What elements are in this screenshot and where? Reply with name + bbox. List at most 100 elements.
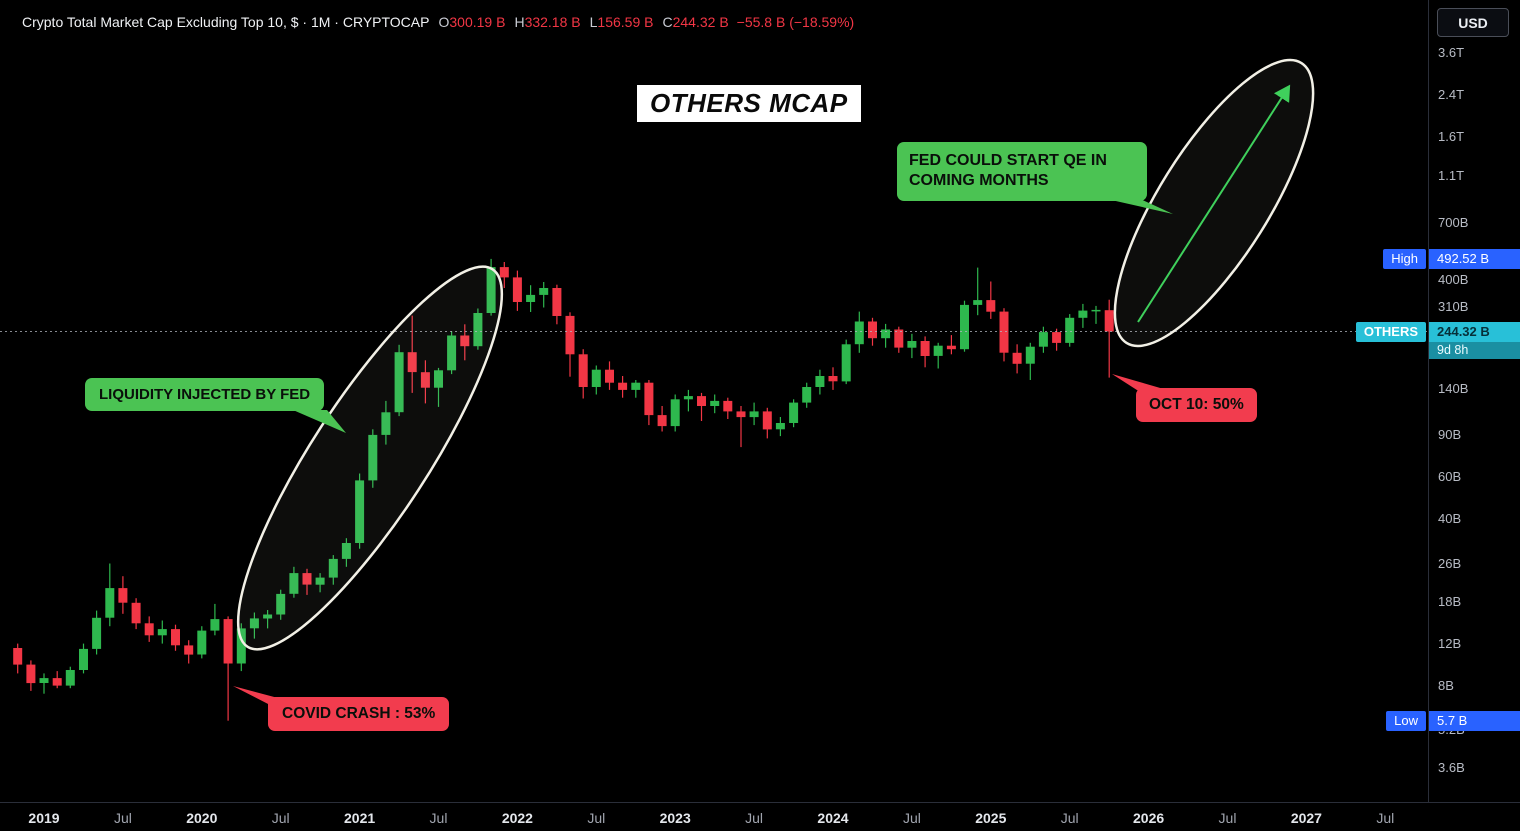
candle-2024-07 (907, 333, 917, 359)
chart-plot-area[interactable]: Crypto Total Market Cap Excluding Top 10… (0, 0, 1428, 802)
candle-2024-12 (973, 267, 983, 316)
candle-2025-09 (1091, 305, 1101, 324)
candle-2023-10 (789, 399, 799, 428)
ohlc-low-value: 156.59 B (597, 14, 654, 30)
symbol-title[interactable]: Crypto Total Market Cap Excluding Top 10… (22, 14, 430, 30)
candle-2024-10 (946, 335, 956, 355)
price-tick-3.6B: 3.6B (1438, 760, 1465, 776)
callout-oct10-drop[interactable]: OCT 10: 50% (1136, 388, 1257, 422)
candle-2021-06 (420, 360, 430, 404)
candle-2022-12 (657, 406, 667, 432)
price-tick-18B: 18B (1438, 593, 1462, 609)
candle-2025-02 (999, 308, 1009, 362)
candle-2021-04 (394, 344, 404, 417)
high-price-value-badge: 492.52 B (1429, 248, 1520, 269)
candle-2023-03 (697, 392, 706, 421)
price-tick-26B: 26B (1438, 555, 1462, 571)
candle-2023-02 (683, 389, 693, 412)
candle-2021-05 (407, 315, 417, 393)
time-tick-2022: 2022 (501, 810, 533, 826)
others-series-label-badge: OTHERS (1355, 321, 1426, 342)
price-tick-140B: 140B (1438, 381, 1469, 397)
ohlc-open-value: 300.19 B (449, 14, 506, 30)
candle-2023-06 (736, 406, 746, 448)
time-tick-2025: 2025 (975, 810, 1007, 826)
time-tick-Jul: Jul (902, 810, 921, 826)
candle-2025-10 (1104, 299, 1114, 378)
candle-2024-09 (933, 342, 943, 369)
candle-2020-09 (302, 568, 312, 595)
time-tick-Jul: Jul (271, 810, 290, 826)
candle-2020-10 (315, 573, 325, 593)
currency-usd-button[interactable]: USD (1437, 8, 1509, 37)
time-tick-Jul: Jul (1218, 810, 1237, 826)
price-tick-40B: 40B (1438, 510, 1462, 526)
time-tick-2019: 2019 (28, 810, 60, 826)
callout-liquidity-injected-by-fed[interactable]: LIQUIDITY INJECTED BY FED (85, 378, 325, 411)
candle-2020-03 (223, 616, 233, 721)
ohlc-open-label: O (438, 14, 450, 30)
ohlc-change-value: −55.8 B (−18.59%) (736, 14, 855, 30)
price-tick-700B: 700B (1438, 214, 1469, 230)
candle-2025-06 (1052, 328, 1062, 351)
candle-2024-11 (960, 300, 969, 352)
price-tick-2.4T: 2.4T (1438, 86, 1465, 102)
high-price-label-badge: High (1383, 248, 1426, 269)
fed-qe-callout-pointer (1098, 197, 1173, 214)
candle-2020-11 (328, 555, 338, 585)
candle-2024-03 (854, 311, 864, 353)
candle-2025-04 (1025, 342, 1035, 380)
candlestick-canvas[interactable] (0, 0, 1428, 802)
low-price-label-badge: Low (1386, 710, 1426, 731)
candle-2023-05 (723, 397, 733, 419)
candle-2022-01 (512, 270, 522, 311)
candle-2023-11 (802, 382, 812, 408)
time-tick-2026: 2026 (1133, 810, 1165, 826)
candle-2019-04 (79, 643, 88, 674)
price-tick-90B: 90B (1438, 426, 1462, 442)
candle-2023-09 (775, 417, 785, 437)
price-tick-8B: 8B (1438, 677, 1454, 693)
candle-2025-03 (1012, 344, 1022, 374)
candle-2019-10 (157, 620, 167, 644)
candle-2022-03 (539, 282, 549, 308)
candle-2020-06 (263, 610, 273, 629)
price-tick-1.1T: 1.1T (1438, 167, 1465, 183)
candle-2019-09 (144, 616, 154, 642)
candle-2024-08 (920, 336, 930, 368)
liquidity-callout-pointer (293, 410, 346, 433)
low-price-value-badge: 5.7 B (1429, 710, 1520, 731)
time-tick-2023: 2023 (659, 810, 691, 826)
candle-2025-01 (986, 281, 996, 319)
price-axis[interactable]: USD 3.6T 2.4T 1.6T 1.1T 700B 400B 310B 140B 90B 6… (1428, 0, 1520, 802)
callout-fed-qe-line1: FED COULD START QE IN (909, 152, 1107, 169)
callout-fed-could-start-qe[interactable]: FED COULD START QE IN COMING MONTHS (897, 142, 1147, 201)
candle-2020-07 (276, 589, 286, 620)
time-tick-Jul: Jul (1060, 810, 1079, 826)
callout-fed-qe-line2: COMING MONTHS (909, 172, 1049, 190)
candle-2022-05 (565, 312, 575, 377)
candle-2025-08 (1078, 303, 1088, 328)
candle-2022-06 (578, 349, 588, 399)
time-axis[interactable]: 2019 Jul 2020 Jul 2021 Jul 2022 Jul 2023 Jul 2024 J… (0, 802, 1520, 831)
candle-2021-12 (499, 262, 509, 288)
candle-2024-02 (841, 339, 851, 385)
price-tick-1.6T: 1.6T (1438, 128, 1465, 144)
candle-2019-03 (65, 666, 75, 689)
chart-title-drawing[interactable]: OTHERS MCAP (637, 85, 861, 122)
candle-2021-10 (473, 308, 483, 350)
candle-2018-11 (13, 643, 23, 674)
candle-2022-10 (631, 380, 641, 398)
callout-covid-crash[interactable]: COVID CRASH : 53% (268, 697, 450, 731)
time-tick-Jul: Jul (745, 810, 764, 826)
candle-2025-05 (1038, 326, 1048, 353)
rally-ellipse-drawing (236, 265, 504, 651)
time-tick-Jul: Jul (1376, 810, 1395, 826)
candle-close-countdown: 9d 8h (1429, 341, 1520, 359)
candle-2020-04 (236, 623, 246, 672)
price-tick-310B: 310B (1438, 298, 1469, 314)
candle-2019-02 (52, 671, 62, 689)
time-tick-Jul: Jul (113, 810, 132, 826)
candle-2022-08 (605, 361, 614, 390)
price-tick-3.6T: 3.6T (1438, 44, 1465, 60)
